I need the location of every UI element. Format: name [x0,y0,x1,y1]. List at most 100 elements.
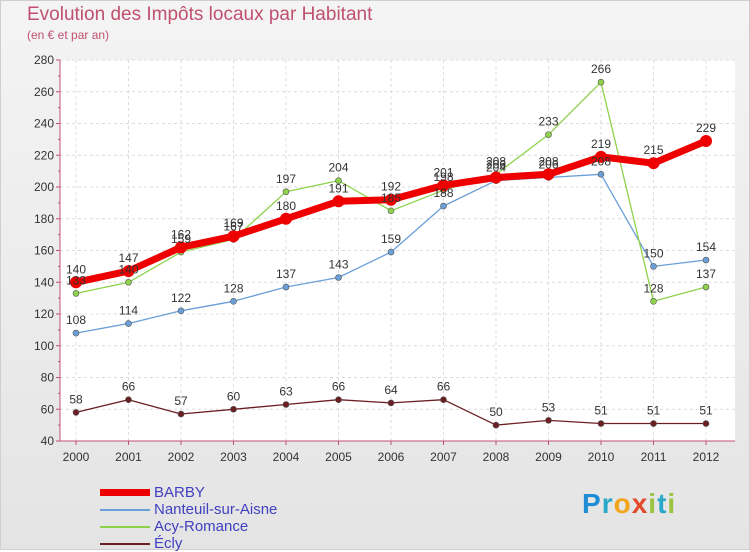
data-label-acy-romance: 128 [643,281,663,295]
data-point-acy-romance [702,283,710,291]
data-point-nanteuil-sur-aisne [282,283,290,291]
data-label-nanteuil-sur-aisne: 114 [119,304,138,318]
data-point-barby [647,157,660,170]
data-label-acy-romance: 197 [276,172,296,186]
series-group [70,78,712,429]
data-label-nanteuil-sur-aisne: 204 [486,161,506,175]
logo-letter: P [582,488,602,519]
data-label-nanteuil-sur-aisne: 159 [381,232,401,246]
data-point-ecly [177,410,185,418]
x-tick-labels: 2000 2001 2002 2003 2004 2005 2006 2007 2008 2009… [63,450,720,464]
data-point-barby [122,265,135,278]
y-tick-label: 120 [34,307,54,321]
x-tick-label: 2004 [273,450,300,464]
x-tick-label: 2005 [325,450,352,464]
data-label-acy-romance: 137 [696,267,716,281]
data-label-acy-romance: 198 [433,170,453,184]
data-point-barby [280,212,292,225]
logo-letter: i [667,488,677,519]
legend-label-acy: Acy-Romance [154,518,249,535]
data-label-acy-romance: 185 [381,191,401,205]
x-tick-label: 2007 [430,450,457,464]
data-point-barby [175,241,187,254]
data-point-ecly [492,421,500,429]
y-tick-label: 160 [34,244,54,258]
x-tick-label: 2011 [641,450,667,464]
axes [56,59,735,445]
data-label-ecly: 57 [174,394,188,408]
data-label-nanteuil-sur-aisne: 128 [223,281,243,295]
data-label-ecly: 53 [542,400,556,414]
data-label-acy-romance: 266 [591,62,611,76]
x-tick-label: 2001 [115,450,142,464]
y-tick-label: 140 [34,275,54,289]
data-label-ecly: 51 [594,404,608,418]
chart-subtitle: (en € et par an) [27,28,110,42]
chart-title: Evolution des Impôts locaux par Habitant [27,4,373,25]
logo-letter: o [613,488,632,519]
y-tick-label: 40 [41,434,55,448]
data-point-barby [595,150,607,163]
legend-swatch-nanteuil [100,509,150,511]
data-label-barby: 169 [223,216,243,230]
data-point-ecly [230,405,237,413]
y-tick-label: 180 [34,212,54,226]
data-label-barby: 192 [381,180,401,194]
y-tick-labels: 40 60 80 100 120 140 160 180 200 220 240 260 280 [34,53,54,448]
data-point-acy-romance [282,188,290,196]
data-label-barby: 147 [118,251,138,265]
data-point-barby [385,193,397,206]
logo-letter: r [601,488,614,519]
data-label-ecly: 51 [647,404,661,418]
data-label-ecly: 58 [69,392,83,406]
y-tick-label: 100 [34,339,54,353]
x-tick-label: 2000 [63,450,90,464]
x-tick-label: 2002 [168,450,195,464]
data-point-nanteuil-sur-aisne [72,329,80,337]
data-label-acy-romance: 204 [328,161,348,175]
data-label-ecly: 66 [332,380,346,394]
legend-label-nanteuil: Nanteuil-sur-Aisne [154,501,278,518]
x-tick-label: 2010 [588,450,615,464]
data-label-barby: 215 [643,143,663,157]
logo-letter: t [657,488,668,519]
data-point-ecly [702,420,710,427]
data-label-nanteuil-sur-aisne: 206 [538,157,558,171]
data-point-nanteuil-sur-aisne [230,297,237,305]
data-label-barby: 140 [66,262,86,276]
data-label-nanteuil-sur-aisne: 143 [328,257,348,271]
data-label-nanteuil-sur-aisne: 122 [171,291,191,305]
data-label-barby: 180 [276,199,296,213]
x-tick-label: 2012 [693,450,720,464]
legend-label-ecly: Écly [154,535,183,552]
data-label-nanteuil-sur-aisne: 188 [433,186,453,200]
data-point-nanteuil-sur-aisne [440,202,447,210]
data-point-barby [700,134,712,147]
y-tick-label: 220 [34,148,54,162]
data-label-ecly: 51 [699,404,713,418]
data-point-nanteuil-sur-aisne [335,274,342,281]
data-label-barby: 162 [171,227,191,241]
proxiti-logo: Proxiti [582,488,676,520]
y-tick-label: 200 [34,180,54,194]
y-tick-label: 280 [34,53,54,67]
data-label-acy-romance: 133 [66,273,86,287]
logo-letter: i [648,488,658,519]
grid-lines [60,59,735,442]
data-label-nanteuil-sur-aisne: 154 [696,240,716,254]
data-point-ecly [72,409,80,416]
y-tick-label: 260 [34,85,54,99]
data-label-ecly: 66 [122,380,136,394]
data-label-nanteuil-sur-aisne: 208 [591,154,611,168]
data-label-barby: 229 [696,121,716,135]
data-point-acy-romance [545,131,552,138]
data-label-nanteuil-sur-aisne: 150 [643,246,663,260]
data-point-nanteuil-sur-aisne [650,263,657,270]
data-point-nanteuil-sur-aisne [702,256,710,264]
data-point-nanteuil-sur-aisne [125,320,132,327]
data-label-barby: 191 [328,181,348,195]
y-tick-label: 80 [41,371,55,385]
data-point-ecly [335,396,342,404]
data-point-barby [542,168,555,181]
